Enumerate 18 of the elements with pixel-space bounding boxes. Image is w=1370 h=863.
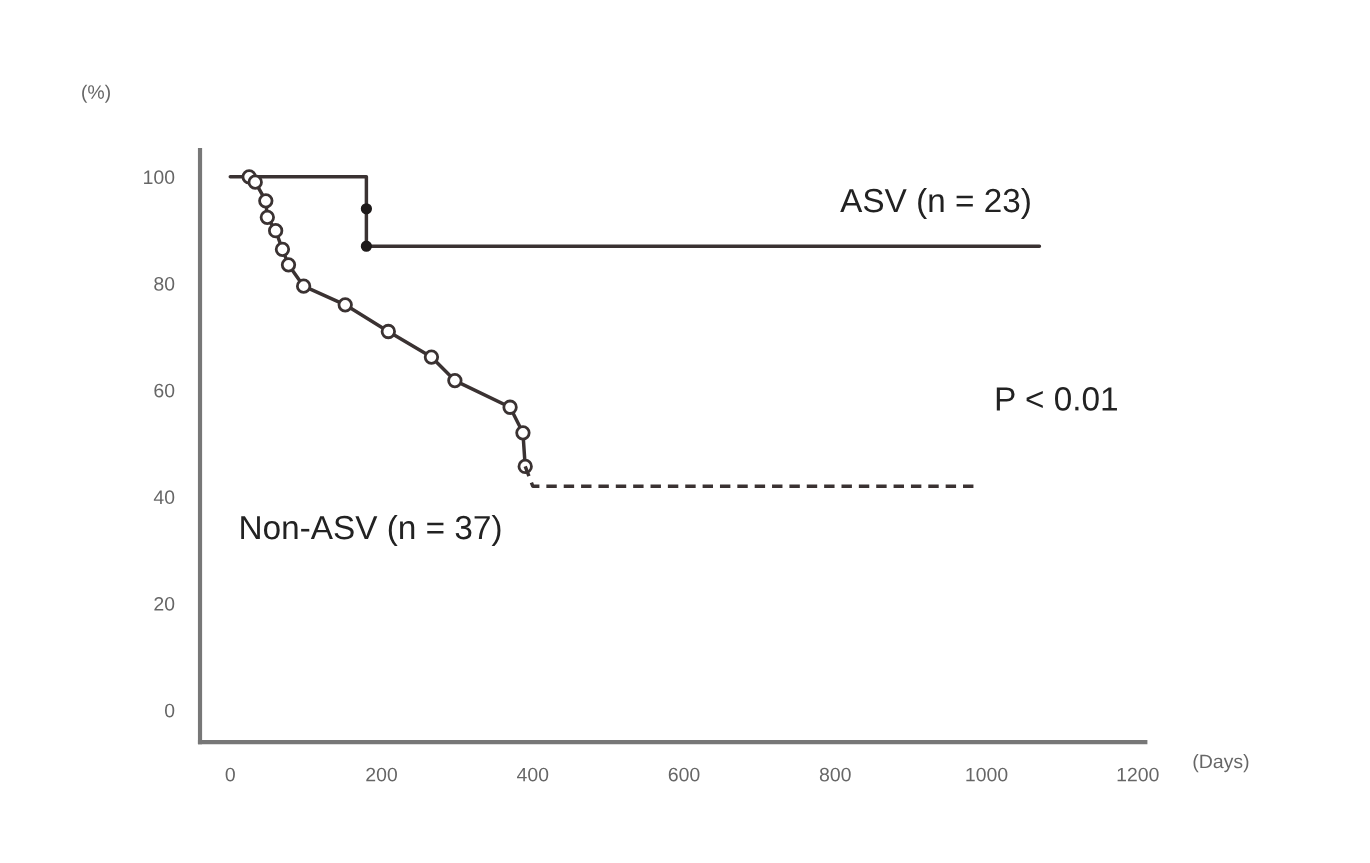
y-axis-title: (%): [82, 84, 110, 103]
y-tick-label: 20: [154, 596, 175, 611]
x-tick-label: 800: [819, 767, 851, 782]
annotation: P < 0.01: [996, 387, 1117, 411]
y-tick-label: 80: [154, 276, 175, 291]
y-tick-label: 60: [154, 383, 175, 398]
x-tick-label: 400: [516, 767, 549, 782]
x-tick-label: 1200: [1117, 767, 1159, 782]
series-label: ASV (n = 23): [840, 187, 1030, 220]
series-label: Non-ASV (n = 37): [241, 514, 501, 546]
y-tick-label: 0: [164, 703, 175, 718]
x-axis-title: (Days): [1193, 754, 1249, 773]
x-tick-label: 0: [225, 767, 235, 782]
y-tick-label: 100: [144, 170, 175, 185]
x-tick-label: 600: [668, 767, 700, 782]
x-tick-label: 200: [366, 767, 397, 782]
y-tick-label: 40: [153, 490, 175, 505]
x-tick-label: 1000: [966, 767, 1008, 782]
